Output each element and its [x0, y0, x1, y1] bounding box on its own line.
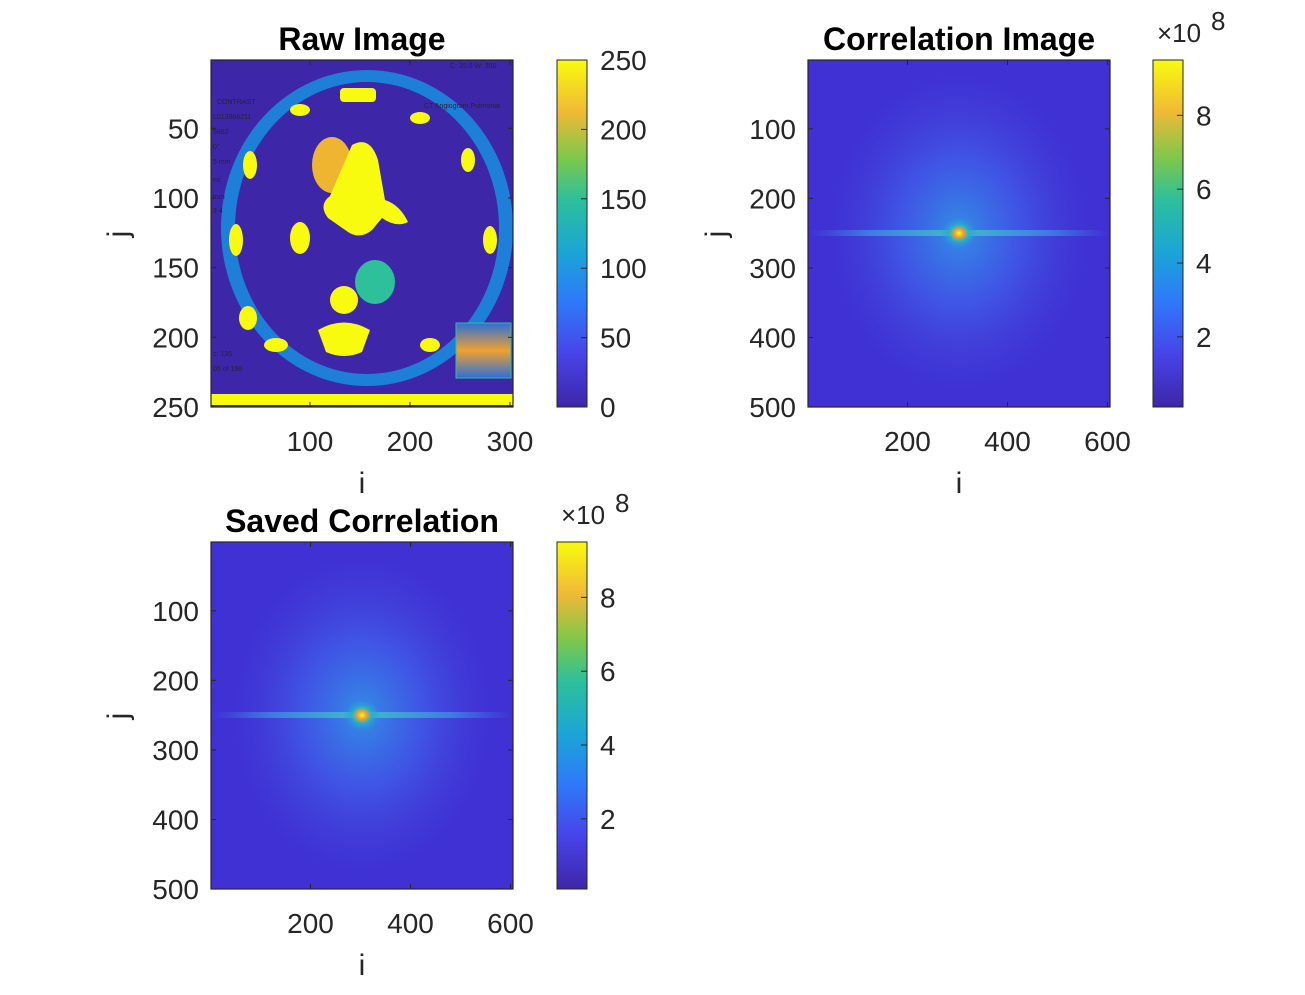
saved-correlation-ylabel: j: [102, 713, 135, 721]
x-tick-label: 400: [387, 908, 434, 939]
saved-correlation-xlabel: i: [359, 949, 366, 982]
y-tick-label: 250: [152, 392, 199, 423]
raw-image-xlabel: i: [359, 467, 366, 500]
raw-image-heatmap: C: 35.0 W: 350 CONTRAST L013866211 5862 …: [211, 60, 513, 407]
y-tick-label: 100: [152, 183, 199, 214]
ribs: [229, 88, 497, 352]
raw-image-axes-box: [210, 59, 514, 408]
colorbar-gradient: [556, 541, 588, 890]
x-tick-label: 200: [287, 908, 334, 939]
colorbar-tick-label: 4: [600, 730, 616, 761]
raw-image-y-ticks: 50 100 150 200 250: [152, 113, 513, 423]
y-tick-label: 300: [749, 253, 796, 284]
vessels: [323, 142, 408, 236]
colorbar-multiplier: ×10: [561, 500, 605, 530]
overlay-line-1: 5862: [213, 129, 229, 136]
raw-image-ylabel: j: [102, 231, 135, 239]
colorbar-tick-label: 6: [600, 656, 616, 687]
overlay-line-6: 3 4: [213, 208, 223, 215]
correlation-image-panel: Correlation Image 200 400 600 100 200 300 400…: [700, 6, 1225, 500]
correlation-image-ylabel: j: [700, 231, 733, 239]
colorbar-exponent: 8: [1211, 6, 1225, 36]
colorbar-tick-label: 8: [600, 582, 616, 613]
vertebra: [330, 286, 358, 314]
colorbar-tick-label: 6: [1196, 174, 1212, 205]
raw-image-title: Raw Image: [278, 21, 445, 57]
x-tick-label: 400: [984, 426, 1031, 457]
overlay-id: L013866211: [213, 114, 252, 121]
y-tick-label: 300: [152, 735, 199, 766]
colorbar-tick-label: 250: [600, 45, 647, 76]
overlay-slice-c: c: 135: [213, 351, 232, 358]
x-tick-label: 200: [387, 426, 434, 457]
y-tick-label: 100: [152, 596, 199, 627]
table-band: [211, 394, 513, 405]
x-tick-label: 300: [487, 426, 534, 457]
saved-correlation-x-ticks: 200 400 600: [287, 542, 534, 939]
x-tick-label: 200: [884, 426, 931, 457]
y-tick-label: 200: [152, 322, 199, 353]
raw-image-x-ticks: 100 200 300: [287, 60, 534, 457]
saved-correlation-axes-box: [210, 541, 514, 890]
correlation-image-colorbar: 2 4 6 8 ×10 8: [1152, 6, 1225, 408]
overlay-line-5: mm: [213, 194, 225, 201]
correlation-image-xlabel: i: [956, 467, 963, 500]
y-tick-label: 500: [152, 874, 199, 905]
correlation-image-heatmap: [808, 60, 1110, 407]
aorta: [355, 260, 395, 304]
raw-image-colorbar: 0 50 100 150 200 250: [556, 45, 647, 423]
overlay-line-2: 0°: [213, 143, 220, 151]
y-tick-label: 200: [749, 183, 796, 214]
saved-correlation-peak: [344, 699, 380, 732]
y-tick-label: 500: [749, 392, 796, 423]
colorbar-tick-label: 200: [600, 114, 647, 145]
overlay-line-4: ns: [213, 177, 221, 184]
colorbar-tick-label: 100: [600, 253, 647, 284]
scout-inset: [455, 322, 512, 379]
colorbar-tick-label: 2: [600, 804, 616, 835]
y-tick-label: 400: [749, 322, 796, 353]
correlation-image-x-ticks: 200 400 600: [884, 60, 1131, 457]
colorbar-tick-label: 150: [600, 184, 647, 215]
x-tick-label: 600: [487, 908, 534, 939]
overlay-window: C: 35.0 W: 350: [450, 63, 497, 70]
colorbar-tick-label: 4: [1196, 248, 1212, 279]
dicom-overlay-text: C: 35.0 W: 350 CONTRAST L013866211 5862 …: [213, 63, 501, 373]
overlay-contrast: CONTRAST: [217, 99, 256, 106]
colorbar-tick-label: 0: [600, 392, 616, 423]
y-tick-label: 400: [152, 804, 199, 835]
saved-correlation-colorbar: 2 4 6 8 ×10 8: [556, 488, 629, 890]
x-tick-label: 100: [287, 426, 334, 457]
saved-correlation-title: Saved Correlation: [225, 503, 499, 539]
y-tick-label: 150: [152, 253, 199, 284]
y-tick-label: 200: [152, 665, 199, 696]
correlation-image-y-ticks: 100 200 300 400 500: [749, 114, 1110, 423]
correlation-image-title: Correlation Image: [823, 21, 1095, 57]
y-tick-label: 50: [168, 113, 199, 144]
saved-correlation-panel: Saved Correlation 200 400 600 100 200 300 400…: [102, 488, 629, 982]
saved-correlation-y-ticks: 100 200 300 400 500: [152, 596, 513, 905]
colorbar-tick-label: 50: [600, 323, 631, 354]
correlation-image-axes-box: [807, 59, 1111, 408]
raw-image-panel: Raw Image: [102, 21, 647, 500]
colorbar-tick-label: 2: [1196, 322, 1212, 353]
colorbar-gradient: [556, 59, 588, 408]
y-tick-label: 100: [749, 114, 796, 145]
overlay-slice-of: 05 of 198: [213, 366, 242, 373]
colorbar-gradient: [1152, 59, 1184, 408]
colorbar-exponent: 8: [615, 488, 629, 518]
correlation-peak: [941, 217, 977, 250]
overlay-line-3: 5 mm: [213, 159, 231, 166]
x-tick-label: 600: [1084, 426, 1131, 457]
overlay-study: CT Angiogram Pulmonar: [424, 103, 501, 110]
saved-correlation-heatmap: [211, 542, 513, 889]
colorbar-tick-label: 8: [1196, 100, 1212, 131]
colorbar-multiplier: ×10: [1157, 18, 1201, 48]
